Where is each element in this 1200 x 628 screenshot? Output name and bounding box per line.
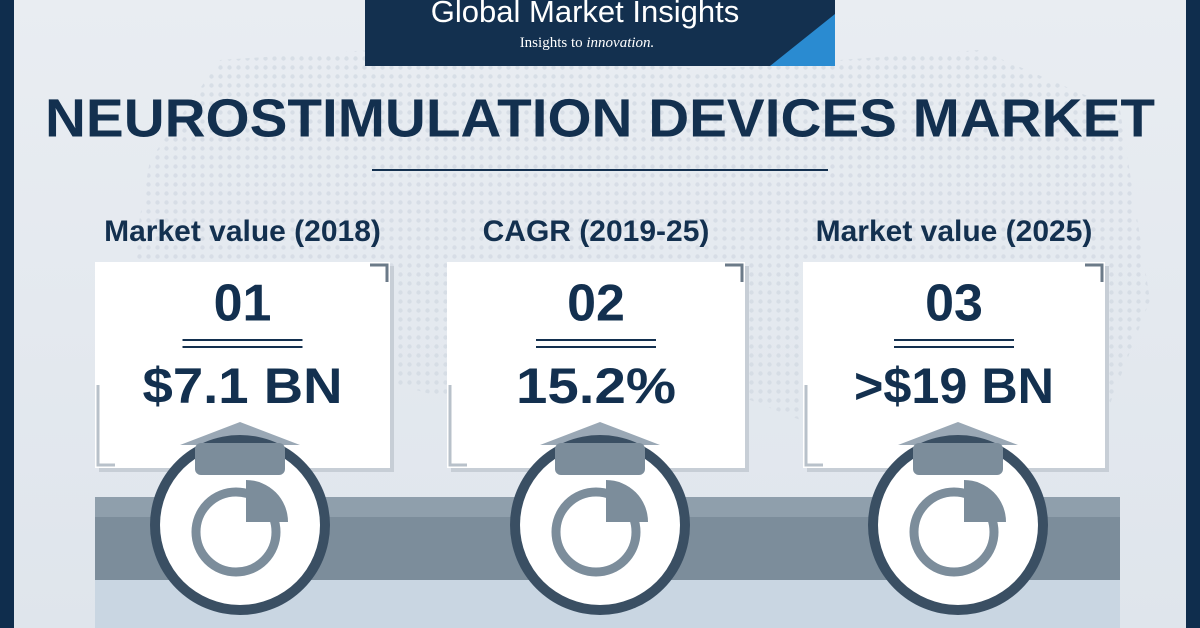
stat-card: CAGR (2019-25) 02 15.2% [447,215,749,615]
stat-card: Market value (2018) 01 $7.1 BN [95,215,394,615]
card-value: >$19 BN [854,358,1054,414]
card-corner [1085,263,1104,282]
icon-clip [913,443,1003,475]
logo-box [365,0,835,66]
icon-cap [180,422,300,445]
icon-cap [540,422,660,445]
card-corner [96,385,115,467]
title: NEUROSTIMULATION DEVICES MARKET [45,88,1155,148]
icon-disc [160,445,320,605]
card-number: 02 [567,275,625,333]
tagline: Insights to innovation. [520,35,655,51]
pie-slice [964,480,1006,522]
icon-disc [520,445,680,605]
card-corner [370,263,389,282]
pie-outline [191,487,281,577]
card-corner [448,385,467,467]
logo-accent [770,14,835,66]
card-number: 01 [214,275,272,333]
card-value: 15.2% [516,358,676,414]
card-corner [725,263,744,282]
tagline-emphasis: innovation. [586,35,654,51]
stat-card: Market value (2025) 03 >$19 BN [803,215,1109,615]
card-value: $7.1 BN [143,358,343,414]
card-corner [804,385,823,467]
tagline-prefix: Insights to [520,35,583,51]
right-border [1186,0,1200,628]
pie-outline [551,487,641,577]
pie-slice [246,480,288,522]
cards: Market value (2018) 01 $7.1 BN CAGR (2019-2… [95,215,1109,615]
icon-clip [195,443,285,475]
pie-outline [909,487,999,577]
card-label: CAGR (2019-25) [483,215,710,248]
icon-clip [555,443,645,475]
pie-slice [606,480,648,522]
card-label: Market value (2018) [104,215,381,248]
icon-disc [878,445,1038,605]
brand: Global Market Insights [431,0,739,29]
card-number: 03 [925,275,983,333]
icon-cap [898,422,1018,445]
left-border [0,0,14,628]
card-label: Market value (2025) [816,215,1093,248]
